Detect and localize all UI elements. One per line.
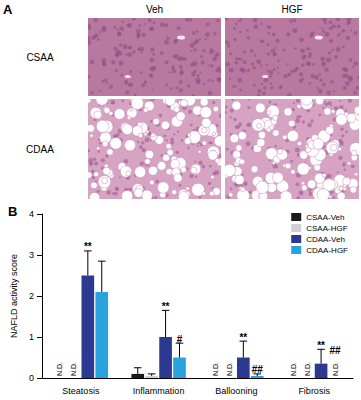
svg-text:##: ## [252, 364, 264, 375]
svg-text:CDAA-Veh: CDAA-Veh [306, 235, 345, 244]
svg-text:N.D.: N.D. [304, 362, 311, 376]
svg-text:N.D.: N.D. [70, 362, 77, 376]
svg-text:1: 1 [29, 332, 34, 342]
svg-text:N.D.: N.D. [212, 362, 219, 376]
svg-text:Veh: Veh [146, 4, 163, 15]
svg-text:N.D.: N.D. [290, 362, 297, 376]
svg-text:Ballooning: Ballooning [215, 386, 257, 396]
svg-text:CDAA-HGF: CDAA-HGF [306, 246, 348, 255]
svg-text:Inflammation: Inflammation [133, 386, 185, 396]
svg-text:N.D.: N.D. [226, 362, 233, 376]
svg-text:CSAA-HGF: CSAA-HGF [306, 224, 347, 233]
svg-text:#: # [177, 334, 183, 345]
svg-text:CSAA-Veh: CSAA-Veh [306, 213, 344, 222]
svg-text:4: 4 [29, 209, 34, 219]
svg-text:**: ** [84, 241, 92, 252]
svg-text:##: ## [329, 345, 341, 356]
svg-text:2: 2 [29, 291, 34, 301]
svg-text:CSAA: CSAA [26, 52, 54, 63]
svg-text:3: 3 [29, 250, 34, 260]
svg-text:HGF: HGF [281, 4, 302, 15]
svg-text:**: ** [162, 301, 170, 312]
svg-text:**: ** [239, 332, 247, 343]
svg-text:Fibrosis: Fibrosis [298, 386, 330, 396]
svg-text:N.D.: N.D. [56, 362, 63, 376]
svg-text:B: B [8, 204, 17, 219]
svg-text:A: A [3, 2, 13, 17]
svg-text:NAFLD activity score: NAFLD activity score [9, 254, 19, 338]
svg-text:0: 0 [29, 373, 34, 383]
svg-text:Steatosis: Steatosis [62, 386, 100, 396]
svg-text:CDAA: CDAA [26, 144, 54, 155]
svg-text:**: ** [317, 340, 325, 351]
svg-text:N.D.: N.D. [332, 362, 339, 376]
